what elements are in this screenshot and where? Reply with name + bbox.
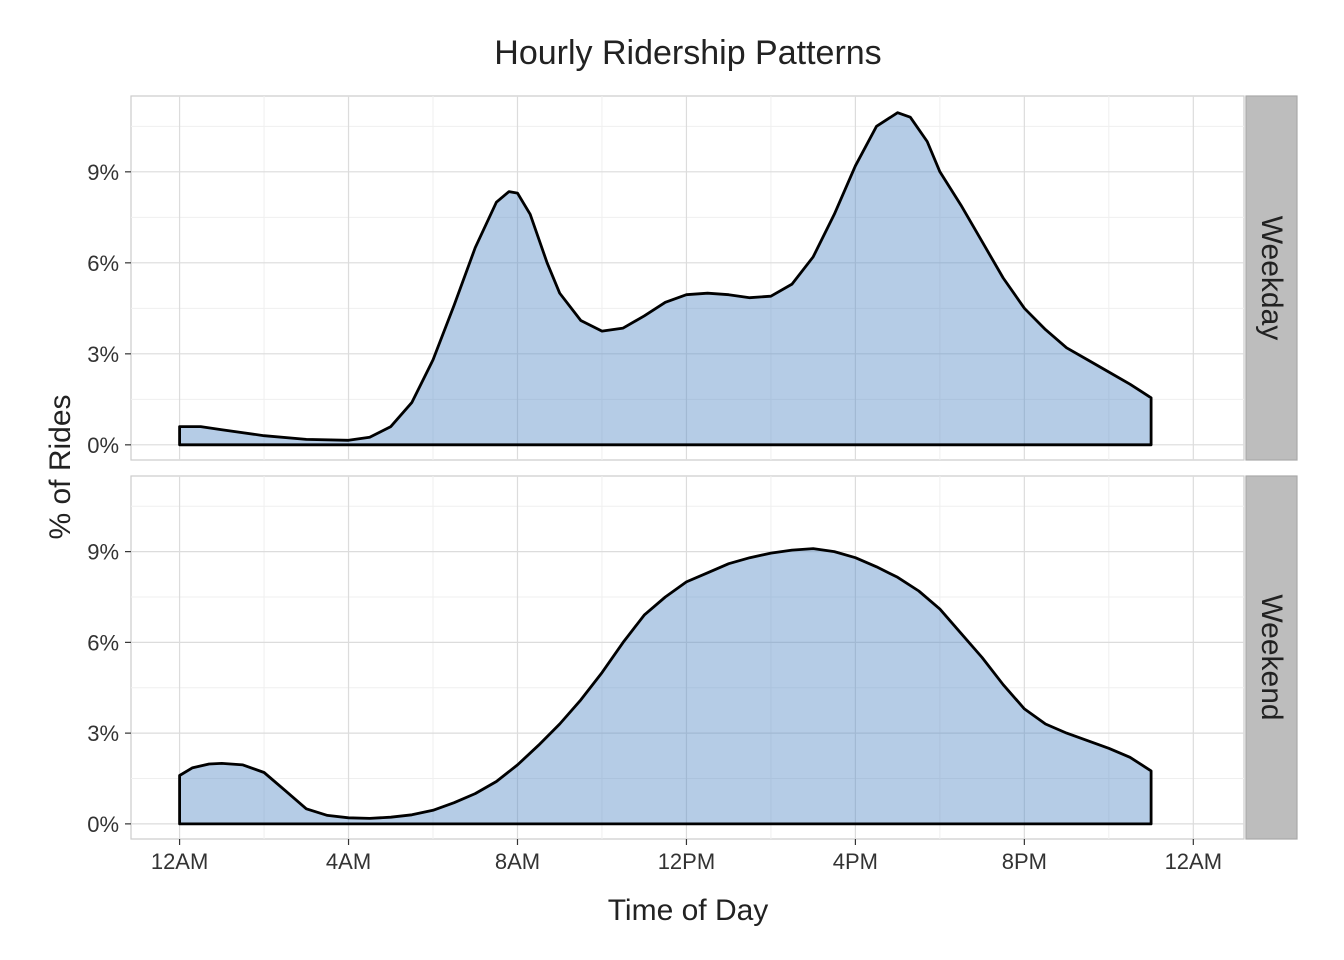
facet-panel-weekday: 0% 3% 6% 9% Weekday bbox=[87, 95, 1298, 461]
x-tick-label: 12PM bbox=[658, 849, 715, 874]
y-tick-label: 3% bbox=[87, 342, 119, 367]
x-axis-title: Time of Day bbox=[608, 894, 769, 927]
y-tick-label: 6% bbox=[87, 630, 119, 655]
y-tick-label: 6% bbox=[87, 251, 119, 276]
y-tick-label: 0% bbox=[87, 812, 119, 837]
facet-strip-label: Weekend bbox=[1255, 594, 1288, 720]
x-axis: 12AM 4AM 8AM 12PM 4PM 8PM 12AM bbox=[151, 839, 1222, 874]
x-tick-label: 8AM bbox=[495, 849, 540, 874]
y-tick-label: 3% bbox=[87, 721, 119, 746]
x-tick-label: 12AM bbox=[151, 849, 208, 874]
y-tick-label: 9% bbox=[87, 540, 119, 565]
y-tick-label: 9% bbox=[87, 160, 119, 185]
x-tick-label: 4AM bbox=[326, 849, 371, 874]
x-tick-label: 12AM bbox=[1165, 849, 1222, 874]
y-tick-label: 0% bbox=[87, 433, 119, 458]
density-area-weekend bbox=[178, 547, 1153, 826]
facet-strip bbox=[1245, 475, 1298, 840]
facet-panels: 0% 3% 6% 9% Weekday 0% 3% 6% 9% Weekend bbox=[87, 95, 1298, 840]
facet-strip bbox=[1245, 95, 1298, 461]
y-axis-title: % of Rides bbox=[44, 394, 77, 539]
density-area-weekday bbox=[178, 111, 1153, 447]
x-tick-label: 4PM bbox=[833, 849, 878, 874]
x-tick-label: 8PM bbox=[1002, 849, 1047, 874]
chart-title: Hourly Ridership Patterns bbox=[494, 34, 881, 72]
facet-strip-label: Weekday bbox=[1255, 216, 1288, 341]
facet-panel-weekend: 0% 3% 6% 9% Weekend bbox=[87, 475, 1298, 840]
